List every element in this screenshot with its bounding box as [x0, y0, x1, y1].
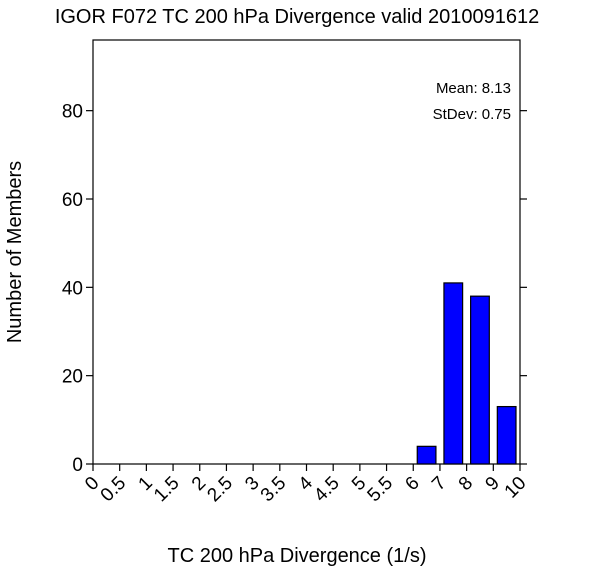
y-tick-label: 80	[62, 102, 83, 123]
x-tick-label: 3.5	[257, 473, 291, 507]
x-tick-label: 10	[501, 473, 531, 503]
bar-9-10	[496, 405, 517, 465]
stdev-label: StDev: 0.75	[433, 106, 511, 123]
y-axis-title: Number of Members	[4, 161, 26, 343]
y-tick-label: 0	[72, 455, 83, 476]
x-axis: 00.5 11.5 22.5 33.5 44.5 55.5 6 7 8 910	[81, 464, 531, 507]
y-tick-label: 20	[62, 367, 83, 388]
y-tick-label: 60	[62, 190, 83, 211]
y-tick-label: 40	[62, 278, 83, 299]
chart-title: IGOR F072 TC 200 hPa Divergence valid 20…	[55, 6, 539, 28]
x-axis-title: TC 200 hPa Divergence (1/s)	[167, 545, 426, 567]
bar-8-9	[470, 295, 490, 465]
x-tick-label: 6	[401, 473, 423, 495]
x-tick-label: 7	[428, 473, 450, 495]
x-tick-label: 5.5	[364, 473, 398, 507]
x-tick-label: 1.5	[150, 473, 184, 507]
bars-group	[416, 282, 517, 465]
x-tick-label: 2.5	[203, 473, 237, 507]
x-tick-label: 8	[455, 473, 477, 495]
y-axis: 0 20 40 60 80	[62, 102, 527, 476]
x-tick-label: 0.5	[97, 473, 131, 507]
mean-label: Mean: 8.13	[436, 80, 511, 97]
x-tick-label: 9	[482, 473, 504, 495]
bar-6-7	[416, 445, 437, 465]
bar-7-8	[443, 282, 464, 465]
x-tick-label: 4.5	[310, 473, 344, 507]
